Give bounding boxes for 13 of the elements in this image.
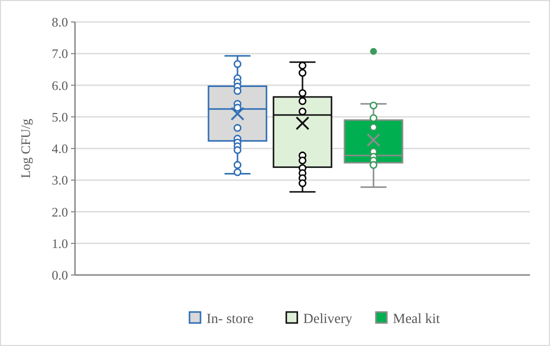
- y-tick-label: 8.0: [52, 14, 68, 30]
- legend-label: Meal kit: [392, 312, 440, 327]
- y-tick-label: 4.0: [52, 141, 68, 156]
- y-tick-label: 1.0: [52, 236, 68, 251]
- y-tick-label: 0.0: [52, 268, 68, 283]
- y-axis-title: Log CFU/g: [18, 118, 33, 178]
- y-tick-label: 5.0: [52, 109, 68, 124]
- y-tick-label: 2.0: [52, 204, 68, 220]
- y-tick-label: 3.0: [52, 172, 68, 188]
- y-tick-label: 6.0: [52, 78, 68, 93]
- legend-label: Delivery: [303, 312, 352, 327]
- legend-label: In- store: [206, 312, 254, 327]
- y-tick-label: 7.0: [52, 46, 68, 62]
